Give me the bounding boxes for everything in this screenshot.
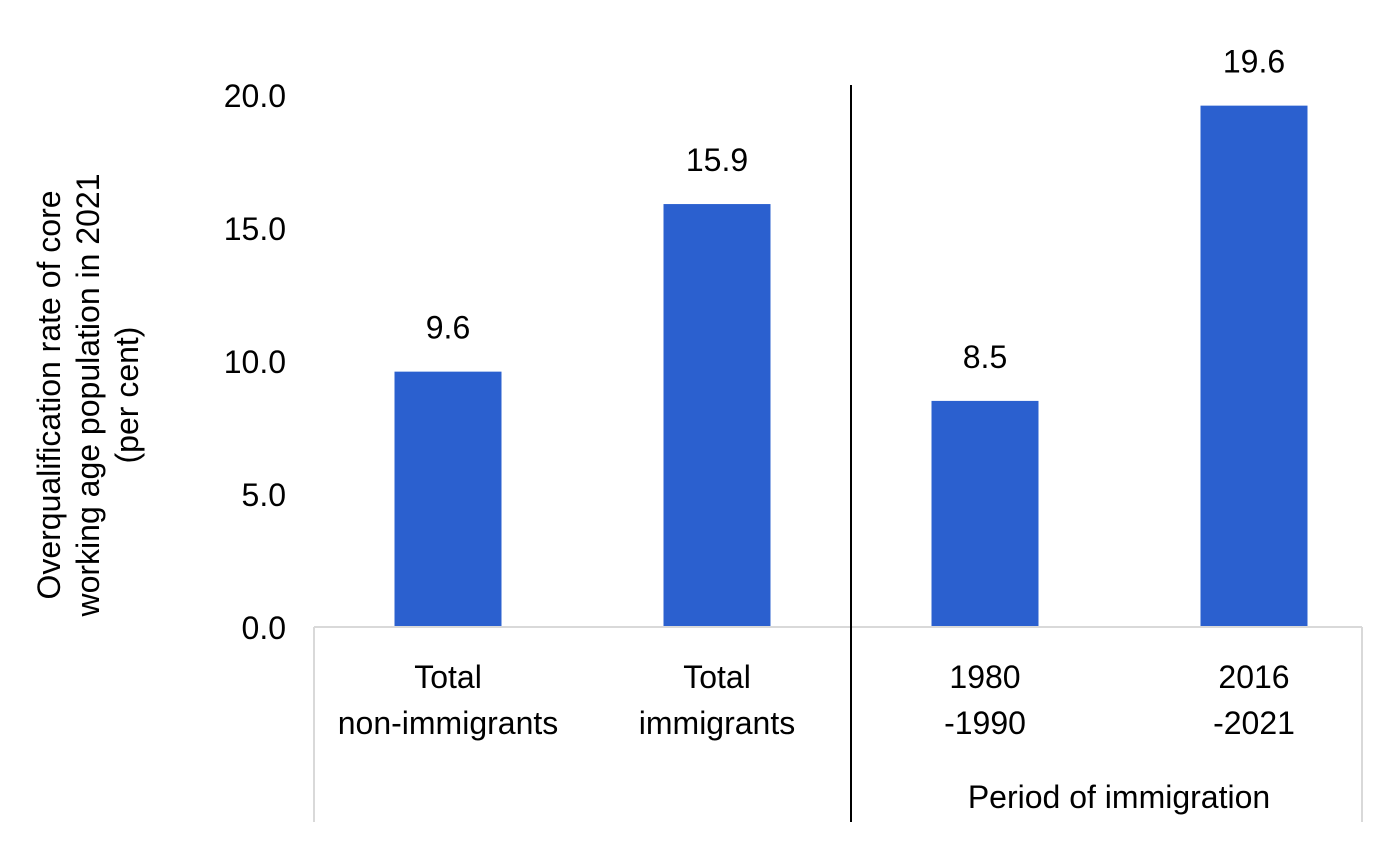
y-tick-label: 15.0 — [224, 211, 286, 247]
x-tick-label: Total — [683, 659, 751, 695]
y-tick-labels: 0.0 5.0 10.0 15.0 20.0 — [224, 78, 286, 646]
group-label-period-of-immigration: Period of immigration — [968, 779, 1270, 815]
y-tick-label: 5.0 — [242, 477, 286, 513]
data-label: 15.9 — [686, 142, 748, 178]
bar — [394, 371, 502, 627]
data-labels: 9.6 15.9 8.5 19.6 — [426, 44, 1285, 375]
y-axis-title: Overqualification rate of core working a… — [31, 174, 145, 618]
x-tick-label: immigrants — [639, 705, 795, 741]
y-tick-label: 20.0 — [224, 78, 286, 114]
x-tick-label: -2021 — [1213, 705, 1295, 741]
x-tick-label: -1990 — [944, 705, 1026, 741]
y-axis-title-line-1: Overqualification rate of core — [31, 190, 67, 599]
x-tick-label: Total — [414, 659, 482, 695]
data-label: 8.5 — [963, 339, 1007, 375]
bar — [663, 204, 771, 627]
y-axis-title-line-3: (per cent) — [109, 327, 145, 464]
bar — [1200, 105, 1308, 627]
bar — [931, 400, 1039, 627]
x-tick-label: 2016 — [1218, 659, 1289, 695]
x-tick-label: 1980 — [949, 659, 1020, 695]
y-axis-title-line-2: working age population in 2021 — [70, 174, 106, 618]
x-tick-label: non-immigrants — [338, 705, 559, 741]
y-tick-label: 10.0 — [224, 344, 286, 380]
y-tick-label: 0.0 — [242, 610, 286, 646]
bars — [394, 105, 1308, 627]
data-label: 19.6 — [1223, 44, 1285, 80]
data-label: 9.6 — [426, 310, 470, 346]
x-tick-labels: Total non-immigrants Total immigrants 1980 -1… — [338, 659, 1295, 741]
